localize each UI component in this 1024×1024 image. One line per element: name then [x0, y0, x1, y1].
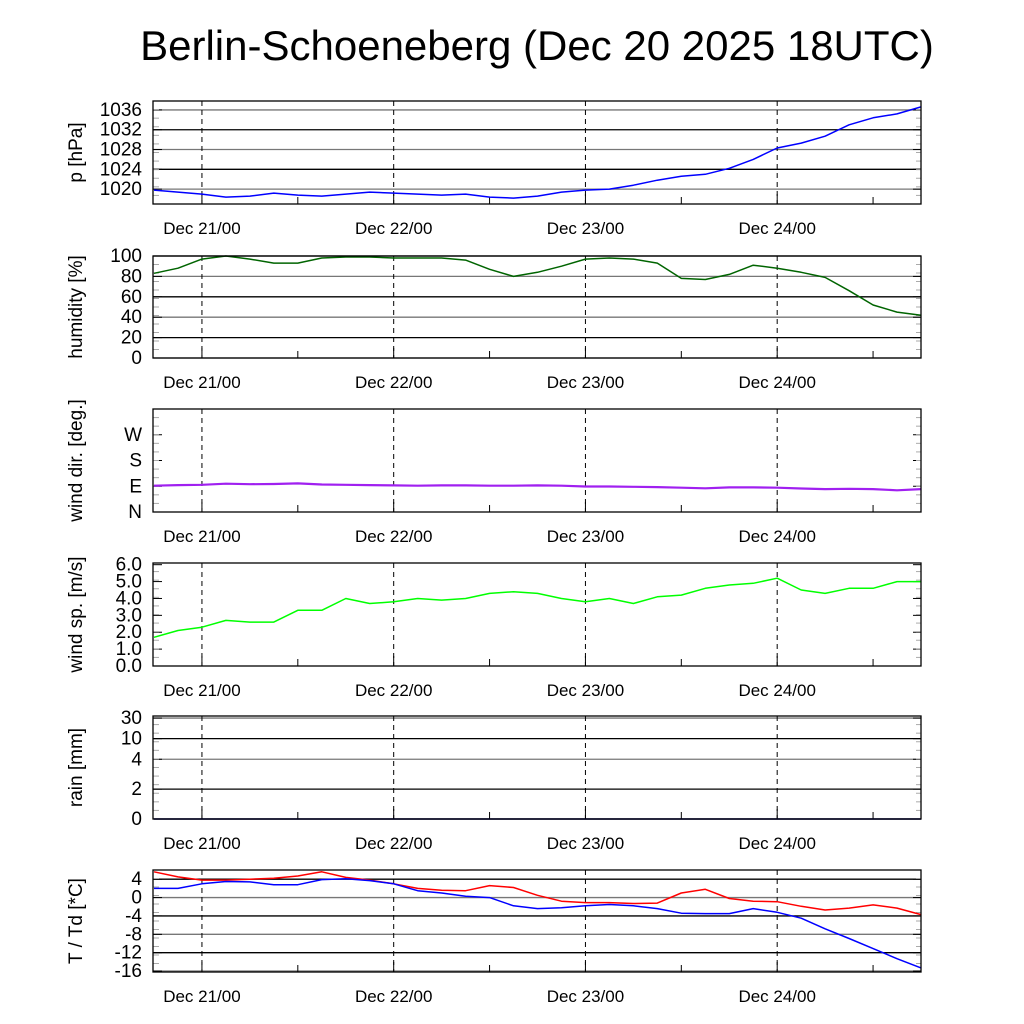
y-tick-label: 1020 — [100, 179, 142, 200]
y-axis-label: wind sp. [m/s] — [66, 556, 87, 673]
x-tick-label: Dec 24/00 — [738, 987, 816, 1006]
panel-wind-speed: 0.01.02.03.04.05.06.0 Dec 21/00 Dec 22/00 D… — [66, 555, 922, 700]
x-tick-label: Dec 24/00 — [738, 527, 816, 546]
x-tick-label: Dec 24/00 — [738, 681, 816, 700]
plot-frame — [152, 562, 922, 667]
y-axis-label: p [hPa] — [66, 122, 87, 182]
y-tick-label: 4 — [131, 749, 142, 770]
y-tick-label: 0.0 — [116, 656, 142, 677]
y-tick-label: 60 — [121, 287, 142, 308]
y-tick-label: W — [124, 425, 142, 446]
y-tick-label: 6.0 — [116, 555, 142, 576]
series-line-t — [153, 871, 922, 916]
y-tick-label: 0 — [131, 348, 142, 369]
x-tick-label: Dec 23/00 — [547, 373, 625, 392]
y-tick-label: 2.0 — [116, 622, 142, 643]
x-tick-label: Dec 21/00 — [163, 527, 241, 546]
x-tick-label: Dec 24/00 — [738, 373, 816, 392]
x-tick-label: Dec 22/00 — [355, 373, 433, 392]
y-tick-label: 80 — [121, 266, 142, 287]
x-tick-label: Dec 21/00 — [163, 373, 241, 392]
series-line-wind-direction — [153, 482, 922, 492]
x-tick-label: Dec 22/00 — [355, 834, 433, 853]
y-tick-label: 4.0 — [116, 588, 142, 609]
y-tick-label: 0 — [131, 888, 142, 909]
panel-temperature: -16-12-8-404 Dec 21/00 Dec 22/00 Dec 23/00 D… — [66, 869, 922, 1006]
y-tick-label: 10 — [121, 729, 142, 750]
plot-frame — [152, 255, 922, 359]
y-tick-label: 20 — [121, 328, 142, 349]
y-tick-label: 4 — [131, 869, 142, 890]
series-line-humidity — [153, 255, 922, 316]
y-tick-label: 0 — [131, 809, 142, 830]
y-tick-label: 40 — [121, 307, 142, 328]
y-tick-label: 100 — [110, 246, 142, 267]
y-tick-label: 2 — [131, 779, 142, 800]
x-tick-label: Dec 23/00 — [547, 681, 625, 700]
y-tick-label: 1036 — [100, 100, 142, 121]
y-tick-label: 30 — [121, 708, 142, 729]
y-tick-label: 3.0 — [116, 605, 142, 626]
y-tick-label: -16 — [115, 961, 142, 982]
chart-title: Berlin-Schoeneberg (Dec 20 2025 18UTC) — [140, 22, 934, 69]
y-tick-label: -8 — [125, 924, 142, 945]
series-line-wind-speed — [153, 577, 921, 639]
series-line-td — [154, 877, 922, 969]
x-tick-label: Dec 22/00 — [355, 987, 433, 1006]
x-tick-label: Dec 21/00 — [163, 834, 241, 853]
x-tick-label: Dec 24/00 — [738, 219, 816, 238]
y-tick-label: 1024 — [100, 159, 143, 180]
x-tick-label: Dec 23/00 — [547, 527, 625, 546]
y-tick-label: 1028 — [100, 140, 142, 161]
x-tick-label: Dec 22/00 — [355, 527, 433, 546]
x-tick-label: Dec 23/00 — [547, 219, 625, 238]
y-axis-label: wind dir. [deg.] — [66, 399, 87, 523]
x-tick-label: Dec 23/00 — [547, 834, 625, 853]
x-tick-label: Dec 21/00 — [163, 219, 241, 238]
y-tick-label: E — [129, 476, 142, 497]
plot-frame — [152, 715, 922, 820]
y-tick-label: 1.0 — [116, 639, 142, 660]
plot-frame — [152, 869, 922, 973]
y-axis-label: humidity [%] — [66, 255, 87, 358]
y-tick-label: 5.0 — [116, 572, 142, 593]
x-tick-label: Dec 21/00 — [163, 987, 241, 1006]
x-tick-label: Dec 22/00 — [355, 219, 433, 238]
y-tick-label: 1032 — [100, 120, 142, 141]
x-tick-label: Dec 23/00 — [547, 987, 625, 1006]
x-tick-label: Dec 21/00 — [163, 681, 241, 700]
series-line-pressure — [153, 106, 922, 199]
plot-frame — [152, 408, 922, 513]
x-tick-label: Dec 22/00 — [355, 681, 433, 700]
y-tick-label: -4 — [125, 906, 142, 927]
y-axis-label: rain [mm] — [66, 728, 87, 807]
y-tick-label: -12 — [115, 943, 142, 964]
y-tick-label: N — [128, 502, 142, 523]
plot-frame — [152, 100, 922, 205]
x-tick-label: Dec 24/00 — [738, 834, 816, 853]
y-axis-label: T / Td [*C] — [66, 878, 87, 964]
y-tick-label: S — [129, 451, 142, 472]
